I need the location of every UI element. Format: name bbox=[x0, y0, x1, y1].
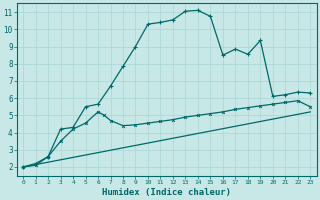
X-axis label: Humidex (Indice chaleur): Humidex (Indice chaleur) bbox=[102, 188, 231, 197]
